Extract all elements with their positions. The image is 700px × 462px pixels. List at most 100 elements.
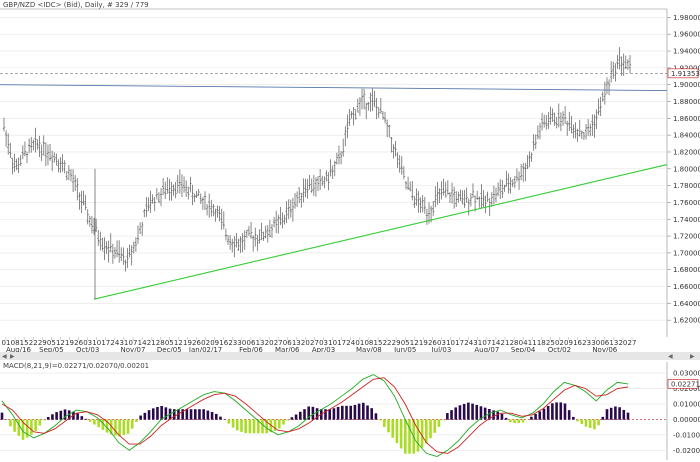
scroll-right-icon[interactable]: ▶	[690, 353, 695, 360]
macd-hist-bar	[93, 419, 96, 425]
y-tick-label: 1.80000	[673, 165, 700, 173]
macd-hist-bar	[551, 403, 554, 420]
macd-hist-bar	[135, 419, 138, 422]
macd-hist-bar	[210, 411, 214, 420]
macd-hist-bar	[269, 419, 273, 433]
macd-hist-bar	[34, 419, 37, 432]
collapse-icon[interactable]: ◀	[2, 353, 7, 360]
macd-hist-bar	[202, 409, 205, 420]
y-tick-label: 1.88000	[673, 98, 700, 106]
macd-hist-bar	[542, 408, 546, 420]
macd-hist-bar	[479, 406, 483, 420]
macd-hist-bar	[240, 419, 243, 432]
x-day-label: 25	[546, 339, 555, 347]
y-tick-label: 1.70000	[673, 249, 700, 257]
macd-hist-bar	[30, 419, 33, 435]
macd-hist-bar	[353, 404, 357, 420]
macd-hist-bar	[307, 406, 310, 420]
x-day-label: 19	[65, 339, 74, 347]
macd-hist-bar	[614, 406, 617, 420]
macd-hist-bar	[198, 409, 201, 420]
x-day-label: 22	[383, 339, 392, 347]
macd-hist-bar	[164, 407, 168, 420]
macd-hist-bar	[349, 405, 353, 420]
x-day-label: 08	[11, 339, 20, 347]
macd-hist-bar	[219, 416, 222, 420]
macd-hist-bar	[277, 419, 281, 429]
x-day-label: 17	[455, 339, 464, 347]
y-tick-label: 1.72000	[673, 233, 700, 241]
macd-hist-bar	[248, 419, 252, 434]
macd-hist-bar	[122, 419, 126, 436]
macd-header: MACD(8,21,9)=0.02271/0.02070/0.00201	[3, 362, 149, 370]
macd-hist-bar	[492, 410, 495, 420]
macd-hist-bar	[345, 405, 348, 420]
current-price-label: 1.91353	[671, 70, 700, 78]
macd-hist-bar	[206, 410, 210, 420]
macd-hist-bar	[391, 419, 395, 438]
x-day-label: 26	[192, 339, 201, 347]
scroll-left-icon[interactable]: ◀	[668, 353, 673, 360]
x-day-label: 24	[464, 339, 473, 347]
x-day-label: 04	[519, 339, 528, 347]
macd-hist-bar	[315, 408, 319, 420]
x-month-label: Sep/05	[39, 346, 63, 354]
expand-icon[interactable]: ▶	[10, 353, 15, 360]
x-day-label: 03	[83, 339, 92, 347]
x-day-label: 05	[401, 339, 410, 347]
macd-hist-bar	[538, 411, 542, 420]
x-day-label: 23	[582, 339, 591, 347]
macd-hist-bar	[328, 409, 332, 420]
macd-axis: 0.03000 0.02000 0.01000 0.00000 -0.01000 -0.0…	[673, 370, 700, 455]
macd-hist-bar	[597, 419, 600, 426]
macd-hist-bar	[576, 419, 579, 422]
x-day-label: 01	[355, 339, 364, 347]
macd-hist-bar	[458, 405, 462, 420]
macd-hist-bar	[509, 419, 512, 423]
macd-hist-bar	[252, 419, 256, 434]
macd-hist-bar	[286, 419, 289, 421]
y-tick-label: 1.98000	[673, 14, 700, 22]
macd-hist-bar	[235, 419, 239, 431]
x-day-label: 19	[183, 339, 192, 347]
macd-hist-bar	[84, 418, 88, 420]
macd-hist-bar	[593, 419, 596, 430]
macd-hist-bar	[534, 414, 537, 420]
macd-hist-bar	[193, 409, 197, 420]
x-day-label: 06	[246, 339, 255, 347]
macd-hist-bar	[38, 419, 42, 426]
x-day-label: 26	[428, 339, 437, 347]
x-month-label: Sep/04	[511, 346, 536, 354]
macd-hist-bar	[244, 419, 247, 434]
macd-hist-bar	[605, 409, 609, 420]
macd-hist-bar	[441, 419, 445, 421]
macd-tick-label: -0.02000	[673, 447, 700, 455]
macd-hist-bar	[172, 409, 176, 420]
macd-hist-bar	[362, 402, 365, 420]
macd-hist-bar	[59, 410, 63, 420]
macd-hist-bar	[609, 407, 613, 420]
macd-hist-bar	[25, 419, 29, 438]
macd-hist-bar	[437, 419, 441, 427]
x-day-label: 24	[346, 339, 355, 347]
macd-value-box	[667, 379, 699, 389]
chart-title: GBP/NZD <IDC> (Bid), Daily, # 329 / 779	[3, 1, 149, 9]
macd-hist-bar	[130, 419, 134, 429]
x-day-label: 10	[328, 339, 337, 347]
macd-hist-bar	[500, 413, 504, 420]
y-tick-label: 1.84000	[673, 132, 700, 140]
x-month-label: Jul/03	[431, 346, 452, 354]
x-day-label: 16	[219, 339, 228, 347]
macd-hist-bar	[13, 419, 16, 432]
macd-value-label: 0.02271	[671, 380, 700, 388]
y-tick-label: 1.64000	[673, 300, 700, 308]
macd-hist-bar	[21, 419, 25, 440]
macd-hist-bar	[488, 408, 491, 420]
macd-hist-bar	[580, 419, 584, 425]
macd-tick-label: 0.02000	[673, 385, 700, 393]
x-day-label: 08	[364, 339, 373, 347]
y-tick-label: 1.90000	[673, 81, 700, 89]
macd-hist-bar	[370, 408, 374, 420]
macd-hist-bar	[303, 409, 306, 420]
x-day-label: 31	[473, 339, 482, 347]
